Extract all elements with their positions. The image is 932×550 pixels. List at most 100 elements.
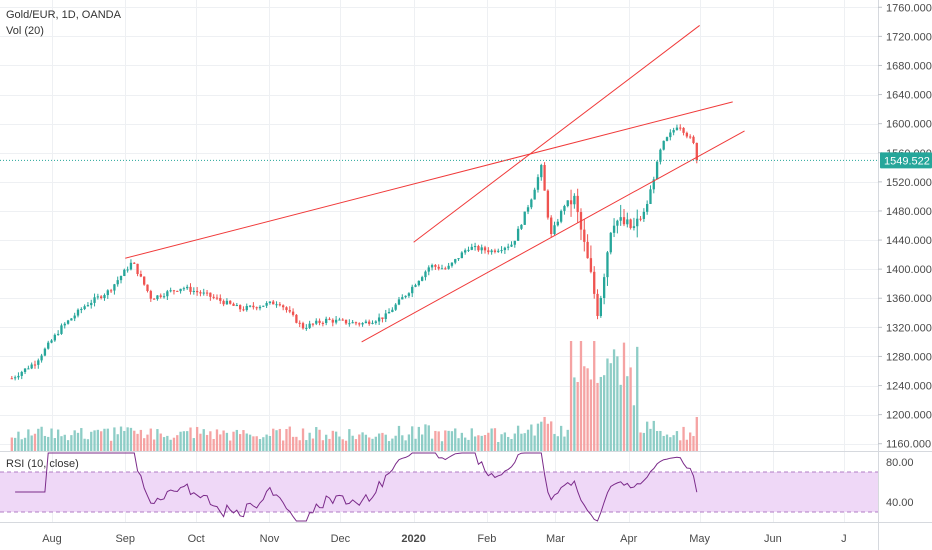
volume-bar-down <box>344 440 348 451</box>
symbol-title[interactable]: Gold/EUR, 1D, OANDA <box>6 9 122 21</box>
candle-body-up <box>129 262 133 270</box>
candle-body-up <box>76 309 80 316</box>
candle-body-up <box>497 250 500 252</box>
candle-body-down <box>133 262 136 264</box>
candle-body-down <box>149 291 152 299</box>
candle-body-up <box>56 333 60 335</box>
candle-body-down <box>205 292 209 294</box>
candle-body-down <box>679 127 682 129</box>
trendline[interactable] <box>413 25 700 243</box>
candle-body-down <box>209 292 212 297</box>
candle-body-up <box>374 321 377 323</box>
time-axis-label: Oct <box>188 533 205 545</box>
candle-body-up <box>553 225 556 235</box>
volume-bar-down <box>143 438 146 451</box>
volume-bar-up <box>13 437 17 451</box>
volume-bar-down <box>212 438 215 451</box>
candle-body-up <box>665 137 669 141</box>
candle-body-down <box>33 364 37 366</box>
candle-body-up <box>440 268 444 270</box>
candle-body-up <box>23 368 27 372</box>
volume-bar-down <box>477 435 480 451</box>
volume-bar-up <box>96 429 100 451</box>
trendlines[interactable] <box>125 25 745 343</box>
candle-body-down <box>298 322 301 324</box>
volume-bar-up <box>66 440 70 451</box>
volume-bar-up <box>17 431 20 451</box>
price-axis-label: 1640.000 <box>886 90 932 102</box>
candle-body-up <box>397 299 401 305</box>
volume-bar-down <box>341 439 344 451</box>
candle-body-down <box>252 305 255 308</box>
rsi-axis[interactable]: 80.00 40.00 <box>886 457 914 509</box>
candle-body-up <box>123 269 126 276</box>
candle-body-up <box>371 322 374 324</box>
volume-bar-down <box>328 438 331 451</box>
price-axis-label: 1600.000 <box>886 119 932 131</box>
volume-bar-up <box>440 441 444 451</box>
volume-bar-down <box>550 421 553 451</box>
volume-bar-up <box>47 436 50 451</box>
candle-body-down <box>136 263 139 275</box>
candle-body-down <box>238 305 242 310</box>
candle-body-down <box>278 304 282 306</box>
price-axis-label: 1360.000 <box>886 293 932 305</box>
candle-body-up <box>424 271 427 278</box>
candle-body-up <box>626 219 629 225</box>
candle-body-up <box>308 323 311 328</box>
volume-bar-up <box>70 435 73 451</box>
volume-bar-up <box>235 429 238 451</box>
volume-bar-up <box>675 431 679 451</box>
volume-bar-up <box>407 434 411 451</box>
candle-body-down <box>152 298 156 300</box>
candle-body-down <box>232 303 235 306</box>
trendline[interactable] <box>125 101 733 259</box>
candle-body-up <box>659 149 662 162</box>
candle-body-down <box>255 307 258 309</box>
volume-bar-up <box>334 431 338 451</box>
candle-body-down <box>583 229 586 242</box>
candle-body-down <box>487 250 490 253</box>
volume-bar-up <box>533 435 536 451</box>
candle-body-up <box>530 199 533 208</box>
volume-bar-up <box>166 435 169 451</box>
volume-bar-up <box>454 428 457 451</box>
trendline[interactable] <box>361 130 745 343</box>
rsi-indicator-label[interactable]: RSI (10, close) <box>6 458 79 470</box>
volume-bar-up <box>315 427 318 451</box>
volume-bar-down <box>152 439 156 451</box>
price-axis-label: 1200.000 <box>886 410 932 422</box>
volume-indicator-label[interactable]: Vol (20) <box>6 25 44 37</box>
volume-bar-up <box>632 405 636 451</box>
volume-bar-up <box>248 434 252 451</box>
candle-body-down <box>301 323 305 329</box>
candle-body-up <box>414 285 417 287</box>
candle-body-up <box>533 189 536 200</box>
candle-body-down <box>229 300 232 304</box>
volume-bar-down <box>238 434 242 451</box>
time-axis[interactable]: Aug Sep Oct Nov Dec 2020 Feb Mar Apr May Jun J <box>42 533 846 545</box>
candle-body-down <box>344 319 348 324</box>
rsi-series-path <box>15 452 698 522</box>
volume-bar-down <box>311 438 315 451</box>
volume-bar-down <box>318 429 321 451</box>
candle-body-up <box>37 360 40 365</box>
candle-body-up <box>17 375 20 378</box>
volume-bar-up <box>308 432 311 451</box>
volume-bar-up <box>113 427 116 451</box>
candle-body-down <box>311 323 315 325</box>
volume-bar-down <box>593 341 596 451</box>
volume-bar-up <box>73 430 76 451</box>
volume-bar-down <box>583 366 586 451</box>
candle-body-down <box>444 268 447 270</box>
volume-bar-down <box>176 435 179 451</box>
candle-body-up <box>536 177 540 190</box>
volume-bar-up <box>63 434 66 451</box>
candle-body-up <box>669 132 672 138</box>
volume-bar-down <box>272 428 275 451</box>
volume-bar-up <box>156 429 159 451</box>
candle-body-up <box>599 297 602 316</box>
volume-bar-up <box>609 363 612 451</box>
volume-bar-up <box>186 431 189 451</box>
